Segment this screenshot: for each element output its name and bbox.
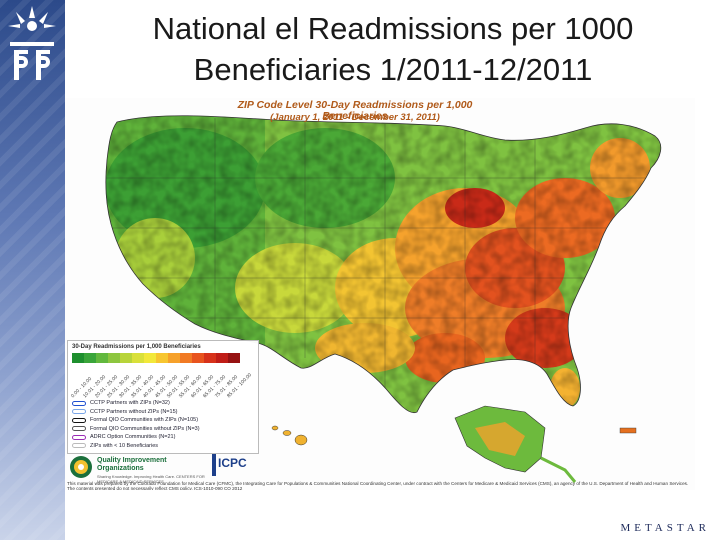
legend-item: ZIPs with < 10 Beneficiaries bbox=[72, 442, 200, 451]
ramp-swatch bbox=[108, 353, 120, 363]
ramp-swatch bbox=[96, 353, 108, 363]
ramp-swatch bbox=[156, 353, 168, 363]
legend-item-label: ZIPs with < 10 Beneficiaries bbox=[90, 442, 159, 449]
legend-symbol-icon bbox=[72, 443, 86, 449]
disclaimer-text: This material was prepared by the Colora… bbox=[67, 481, 689, 490]
color-ramp bbox=[72, 353, 240, 363]
legend-title: 30-Day Readmissions per 1,000 Beneficiar… bbox=[72, 344, 201, 350]
legend-item-label: Formal QIO Communities with ZIPs (N=105) bbox=[90, 417, 199, 424]
qio-tagline: Sharing Knowledge. Improving Health Care… bbox=[97, 474, 205, 484]
icpc-logo-icon bbox=[212, 454, 216, 476]
legend-symbol-icon bbox=[72, 400, 86, 406]
ramp-swatch bbox=[72, 353, 84, 363]
ramp-swatch bbox=[144, 353, 156, 363]
ramp-swatch bbox=[228, 353, 240, 363]
map-title: ZIP Code Level 30-Day Readmissions per 1… bbox=[237, 99, 473, 122]
qio-name-line1: Quality Improvement bbox=[97, 457, 167, 464]
ramp-swatch bbox=[120, 353, 132, 363]
organization-logo-icon bbox=[8, 6, 56, 80]
side-decoration bbox=[0, 0, 65, 540]
ramp-swatch bbox=[204, 353, 216, 363]
map-legend: 30-Day Readmissions per 1,000 Beneficiar… bbox=[67, 340, 259, 454]
legend-item-label: CCTP Partners with ZIPs (N=32) bbox=[90, 400, 170, 407]
qio-logo-icon bbox=[70, 456, 92, 478]
alaska-inset bbox=[454, 405, 577, 483]
metastar-logo: METASTAR bbox=[620, 522, 710, 534]
puerto-rico-inset bbox=[619, 427, 637, 434]
legend-item: Formal QIO Communities with ZIPs (N=105) bbox=[72, 416, 200, 425]
ramp-swatch bbox=[84, 353, 96, 363]
qio-logo-block: Quality Improvement Organizations Sharin… bbox=[67, 454, 207, 484]
ramp-swatch bbox=[216, 353, 228, 363]
ramp-swatch bbox=[132, 353, 144, 363]
us-choropleth-map bbox=[105, 115, 662, 483]
legend-symbol-icon bbox=[72, 426, 86, 432]
legend-item-label: ADRC Option Communities (N=21) bbox=[90, 434, 176, 441]
icpc-logo-text: ICPC bbox=[218, 456, 247, 470]
qio-name-line2: Organizations bbox=[97, 465, 144, 472]
legend-items: CCTP Partners with ZIPs (N=32) CCTP Partn… bbox=[72, 399, 200, 450]
legend-item-label: Formal QIO Communities without ZIPs (N=3… bbox=[90, 425, 200, 432]
slide-title: National el Readmissions per 1000 Benefi… bbox=[70, 8, 716, 90]
slide-title-line2: Beneficiaries 1/2011-12/2011 bbox=[193, 52, 593, 87]
ramp-swatch bbox=[180, 353, 192, 363]
readmissions-map-figure: ZIP Code Level 30-Day Readmissions per 1… bbox=[65, 98, 695, 490]
ramp-swatch bbox=[168, 353, 180, 363]
ramp-labels: 0.00 - 10.00 10.01 - 20.00 20.01 - 25.00 25… bbox=[68, 365, 258, 399]
legend-symbol-icon bbox=[72, 434, 86, 440]
legend-item: Formal QIO Communities without ZIPs (N=3… bbox=[72, 425, 200, 434]
hawaii-inset bbox=[271, 425, 308, 446]
legend-symbol-icon bbox=[72, 409, 86, 415]
legend-item: CCTP Partners without ZIPs (N=15) bbox=[72, 408, 200, 417]
slide-title-line1: National el Readmissions per 1000 bbox=[152, 11, 634, 46]
legend-item: ADRC Option Communities (N=21) bbox=[72, 433, 200, 442]
legend-symbol-icon bbox=[72, 417, 86, 423]
legend-item-label: CCTP Partners without ZIPs (N=15) bbox=[90, 408, 178, 415]
map-subtitle: (January 1, 2011 - December 31, 2011) bbox=[270, 112, 440, 123]
legend-item: CCTP Partners with ZIPs (N=32) bbox=[72, 399, 200, 408]
ramp-swatch bbox=[192, 353, 204, 363]
